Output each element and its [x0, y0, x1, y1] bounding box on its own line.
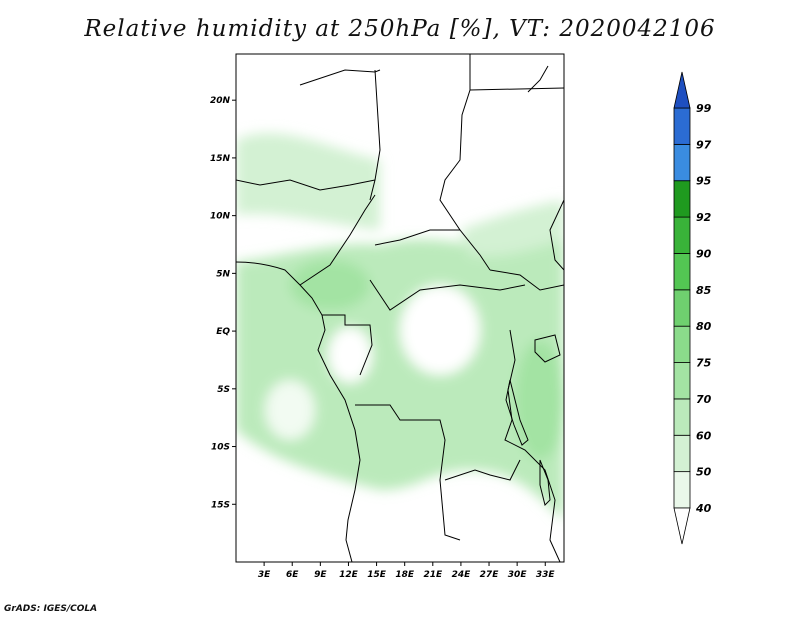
colorbar-segment [673, 325, 691, 363]
lat-tick-label: 20N [210, 96, 231, 106]
border-east-lakes [504, 329, 561, 562]
humid-core-cameroon [290, 260, 370, 310]
lat-tick-label: 10S [211, 443, 230, 453]
humid-band-north [236, 133, 380, 230]
dry-patch-angola [265, 380, 315, 440]
lon-tick-label: 21E [423, 570, 443, 580]
lon-tick-label: 9E [314, 570, 327, 580]
border-nigeria-cameroon [299, 194, 376, 286]
colorbar-segment [673, 289, 691, 327]
colorbar-label: 99 [696, 102, 712, 115]
colorbar-label: 50 [696, 466, 712, 479]
border-drc-angola [355, 404, 461, 541]
colorbar-label: 75 [696, 357, 712, 370]
colorbar-segment [673, 398, 691, 436]
colorbar-segment [673, 107, 691, 145]
colorbar-label: 60 [696, 429, 712, 442]
humidity-shading [236, 133, 564, 520]
colorbar-segment [673, 216, 691, 254]
lon-tick-label: 33E [536, 570, 556, 580]
colorbar-label: 95 [696, 175, 712, 188]
colorbar-under-arrow [673, 507, 691, 545]
colorbar-label: 70 [696, 393, 712, 406]
border-congo-gabon [322, 314, 373, 376]
lake-victoria-shore [534, 334, 561, 363]
border-drc-zambia [444, 459, 521, 481]
red-sea-coast [527, 65, 549, 93]
border-nigeria-niger [236, 179, 376, 191]
colorbar-label: 90 [696, 247, 712, 260]
lon-tick-label: 6E [286, 570, 299, 580]
longitude-axis: 3E 6E 9E 12E 15E 18E 21E 24E 27E 30E 33E [258, 562, 556, 580]
lon-tick-label: 30E [508, 570, 528, 580]
lon-tick-label: 15E [367, 570, 387, 580]
lat-tick-label: 15N [210, 154, 231, 164]
colorbar-label: 40 [695, 502, 712, 515]
border-niger-chad [369, 69, 381, 201]
colorbar-label: 92 [696, 211, 712, 224]
colorbar-label: 85 [696, 284, 712, 297]
border-car-drc [369, 279, 526, 311]
lat-tick-label: 10N [210, 212, 231, 222]
colorbar-segment [673, 434, 691, 473]
lon-tick-label: 24E [452, 570, 472, 580]
lat-tick-label: 5S [217, 385, 230, 395]
humid-core-lakes [515, 340, 564, 460]
lat-tick-label: 5N [216, 269, 230, 279]
lon-tick-label: 27E [480, 570, 500, 580]
lake-malawi-shore [539, 459, 551, 506]
colorbar-segment [673, 143, 691, 182]
lake-tanganyika-shore [505, 379, 529, 446]
humid-region-central [236, 225, 564, 520]
credit-label: GrADS: IGES/COLA [4, 604, 98, 614]
country-borders [236, 54, 564, 562]
colorbar-label: 80 [696, 320, 712, 333]
border-libya-niger [299, 69, 381, 86]
border-sudan-ethiopia [549, 199, 564, 271]
border-chad-car [374, 229, 491, 271]
border-south-sudan-uganda [489, 269, 564, 291]
lon-tick-label: 3E [258, 570, 271, 580]
colorbar-label: 97 [696, 138, 712, 151]
dry-patch-gabon [328, 327, 372, 383]
colorbar-segment [673, 362, 691, 400]
colorbar-segment [673, 471, 691, 509]
lat-tick-label: 15S [211, 500, 230, 510]
map-frame [235, 53, 565, 563]
colorbar-segment [673, 180, 691, 218]
border-chad-sudan [439, 54, 471, 231]
lon-tick-label: 18E [395, 570, 415, 580]
humid-band-east [460, 200, 564, 257]
latitude-axis: 20N 15N 10N 5N EQ 5S 10S 15S [210, 96, 236, 510]
dry-patch-congo [400, 285, 480, 375]
colorbar: 40 50 60 70 75 80 85 90 92 95 97 99 [673, 71, 712, 545]
border-egypt-sudan [469, 87, 564, 91]
colorbar-over-arrow [673, 71, 691, 109]
colorbar-segment [673, 253, 691, 291]
lat-tick-label: EQ [216, 327, 230, 337]
coastline-west-africa [236, 261, 361, 562]
chart-title: Relative humidity at 250hPa [%], VT: 202… [84, 16, 716, 42]
lon-tick-label: 12E [339, 570, 359, 580]
